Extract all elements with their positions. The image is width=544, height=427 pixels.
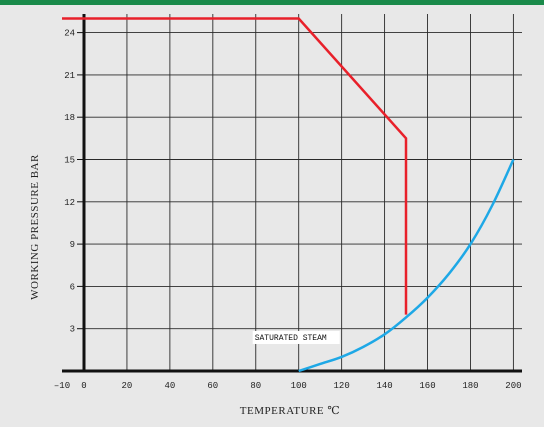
x-tick-label: 40 [164,381,175,391]
x-tick-label: 180 [462,381,478,391]
y-tick-label: 15 [64,156,75,166]
x-axis-title: TEMPERATURE ℃ [240,405,340,417]
y-tick-label: 9 [70,240,75,250]
annotation-box [252,330,340,344]
saturated-steam-curve [298,158,515,373]
x-tick-label: 20 [122,381,133,391]
x-tick-label: 120 [334,381,350,391]
y-tick-label: 24 [64,29,75,39]
y-axis-title: WORKING PRESSURE BAR [29,154,41,300]
x-tick-label: 0 [81,381,86,391]
y-tick-label: 3 [70,325,75,335]
x-tick-label: 80 [250,381,261,391]
y-tick-label: 18 [64,113,75,123]
x-tick-label: 100 [291,381,307,391]
annotation-saturated-steam: SATURATED STEAM [255,334,327,343]
x-tick-label: 160 [419,381,435,391]
x-tick-label: 60 [207,381,218,391]
x-tick-label: –10 [54,381,70,391]
top-accent-bar [0,0,544,5]
y-tick-label: 21 [64,71,75,81]
x-tick-label: 200 [505,381,521,391]
y-tick-label: 6 [70,282,75,292]
operating-limit-line [62,17,408,315]
y-tick-label: 12 [64,198,75,208]
x-tick-label: 140 [376,381,392,391]
